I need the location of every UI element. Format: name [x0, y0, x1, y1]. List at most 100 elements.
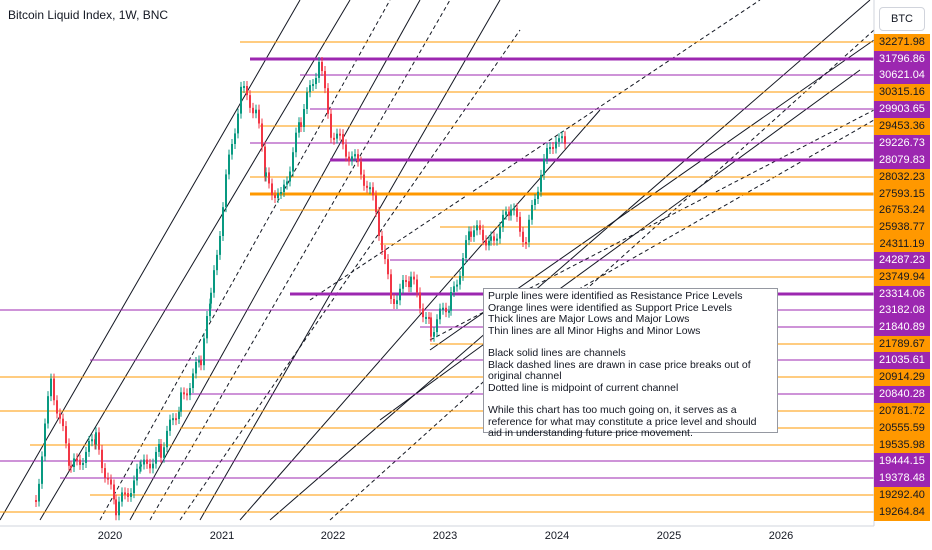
candle-body: [65, 426, 67, 444]
price-tag: 26753.24: [874, 202, 930, 219]
note-line: Thick lines are Major Lows and Major Low…: [488, 313, 690, 325]
candle-body: [351, 156, 353, 161]
candle-body: [189, 388, 191, 396]
candle-body: [222, 207, 224, 236]
candle-body: [531, 205, 533, 220]
candle-body: [459, 275, 461, 285]
candle-body: [255, 109, 257, 114]
price-tag: 28079.83: [874, 152, 930, 169]
annotation-note[interactable]: Purple lines were identified as Resistan…: [483, 288, 778, 439]
price-tag: 24311.19: [874, 236, 930, 253]
candle-body: [537, 191, 539, 199]
candle-body: [318, 61, 320, 78]
candle-body: [493, 236, 495, 241]
candle-body: [354, 154, 356, 157]
candle-body: [502, 214, 504, 228]
candle-body: [476, 225, 478, 231]
candle-body: [522, 231, 524, 242]
candle-body: [152, 463, 154, 469]
candle-body: [369, 187, 371, 190]
candle-body: [321, 61, 323, 72]
candle-body: [345, 144, 347, 157]
candle-body: [513, 208, 515, 211]
chart-axes: [0, 0, 875, 527]
note-line: Black solid lines are channels: [488, 347, 626, 359]
candle-body: [127, 493, 129, 497]
candle-body: [442, 307, 444, 310]
candle-body: [549, 147, 551, 150]
candle-body: [516, 208, 518, 217]
candle-body: [470, 231, 472, 237]
candle-body: [402, 280, 404, 289]
candle-body: [192, 373, 194, 389]
candle-body: [499, 227, 501, 239]
candle-body: [384, 250, 386, 260]
candle-body: [445, 307, 447, 313]
candle-body: [178, 411, 180, 420]
candle-body: [113, 484, 115, 500]
candle-body: [209, 303, 211, 317]
candle-body: [422, 308, 424, 318]
candle-body: [264, 146, 266, 177]
candle-body: [124, 492, 126, 495]
candle-body: [425, 316, 427, 319]
candle-body: [104, 468, 106, 478]
price-tag: 19444.15: [874, 453, 930, 470]
candle-body: [303, 109, 305, 127]
channel-line: [199, 0, 501, 521]
candle-body: [360, 161, 362, 175]
candle-body: [200, 360, 202, 366]
currency-button[interactable]: BTC: [879, 7, 925, 31]
candle-body: [546, 148, 548, 159]
candle-body: [82, 462, 84, 465]
price-tag: 32271.98: [874, 34, 930, 51]
candle-body: [289, 171, 291, 182]
channel-dashed-line: [149, 0, 451, 521]
candle-body: [357, 154, 359, 162]
candle-body: [496, 238, 498, 241]
candle-body: [91, 439, 93, 442]
candle-body: [508, 211, 510, 216]
candle-body: [143, 459, 145, 465]
candle-body: [433, 332, 435, 337]
candlesticks: [35, 56, 566, 521]
candle-body: [552, 147, 554, 150]
candle-body: [133, 480, 135, 494]
candle-body: [456, 284, 458, 287]
candle-body: [225, 174, 227, 208]
candle-body: [375, 195, 377, 212]
candle-body: [490, 236, 492, 241]
price-tag: 20914.29: [874, 369, 930, 386]
candle-body: [268, 172, 270, 184]
candle-body: [430, 317, 432, 337]
channel-dashed-line: [559, 119, 875, 301]
candle-body: [210, 292, 212, 304]
candle-body: [41, 456, 43, 484]
candle-body: [505, 211, 507, 215]
note-line: Purple lines were identified as Resistan…: [488, 290, 743, 302]
candle-body: [330, 113, 332, 138]
candle-body: [101, 449, 103, 469]
candle-body: [336, 133, 338, 139]
candle-body: [216, 254, 218, 271]
note-line: Black dashed lines are drawn in case pri…: [488, 358, 751, 382]
price-tag: 23749.94: [874, 269, 930, 286]
candle-body: [121, 492, 123, 502]
price-tag: 28032.23: [874, 169, 930, 186]
price-tag: 21789.67: [874, 336, 930, 353]
channel-line: [379, 69, 861, 421]
channel-dashed-line: [429, 109, 875, 341]
x-tick-label: 2023: [432, 530, 458, 542]
price-tag: 31796.86: [874, 51, 930, 68]
x-tick-label: 2026: [768, 530, 794, 542]
candle-body: [258, 109, 260, 124]
price-tag: 25938.77: [874, 219, 930, 236]
candle-body: [166, 430, 168, 448]
candle-body: [149, 463, 151, 469]
candle-body: [85, 451, 87, 463]
candle-body: [561, 136, 563, 139]
candle-body: [564, 136, 566, 144]
candle-body: [333, 137, 335, 140]
candle-body: [558, 138, 560, 142]
